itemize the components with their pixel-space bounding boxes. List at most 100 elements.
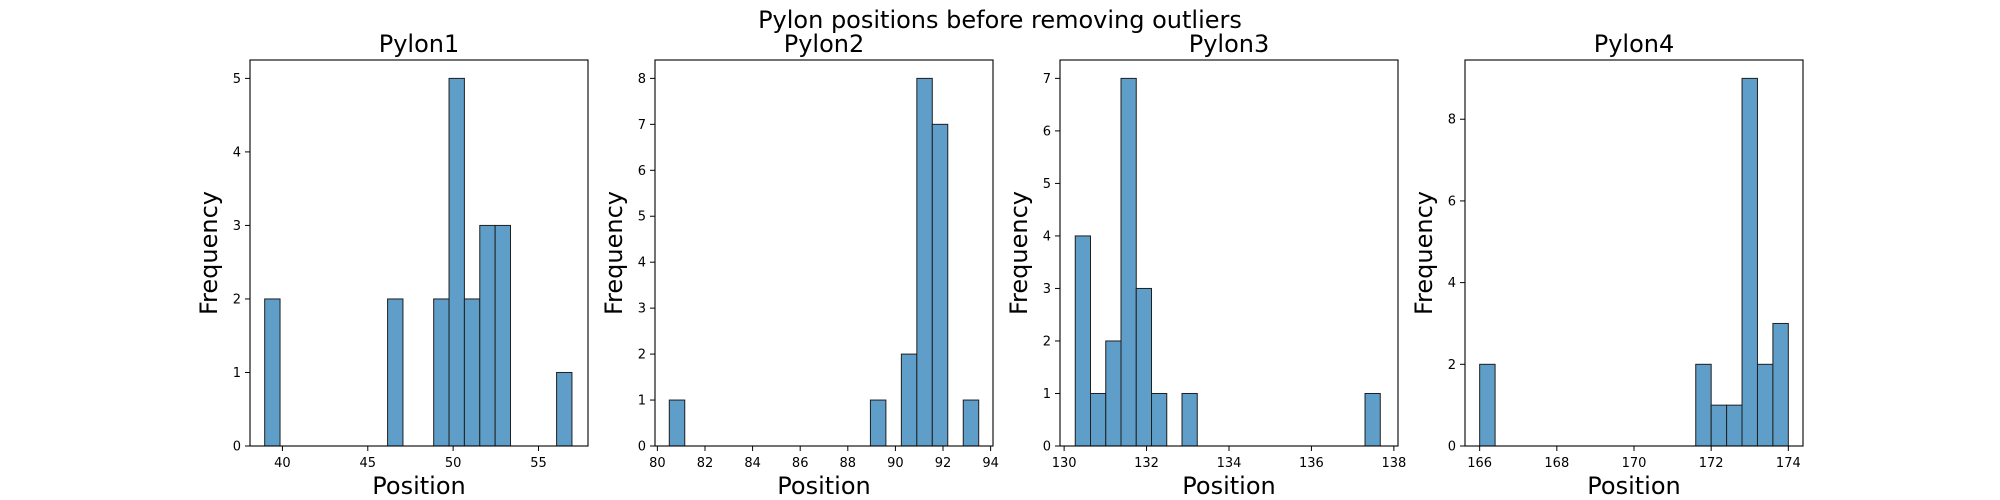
y-tick-label: 0 xyxy=(638,440,646,455)
y-axis-label: Frequency xyxy=(1410,191,1438,315)
x-tick-label: 88 xyxy=(840,456,857,471)
y-tick-label: 7 xyxy=(1043,72,1051,87)
histogram-bar xyxy=(1710,404,1728,447)
y-tick-label: 5 xyxy=(1043,177,1051,192)
histogram-bar xyxy=(1726,404,1743,447)
y-tick-label: 3 xyxy=(233,219,241,234)
y-tick-label: 4 xyxy=(1043,229,1051,244)
y-tick-label: 3 xyxy=(638,302,646,317)
y-tick-label: 4 xyxy=(1448,276,1456,291)
y-tick-label: 2 xyxy=(233,292,241,307)
x-tick-label: 90 xyxy=(887,456,904,471)
y-tick-label: 8 xyxy=(1448,113,1456,128)
x-tick-label: 45 xyxy=(360,456,377,471)
histogram-bar xyxy=(448,77,465,447)
histogram-bar xyxy=(463,298,481,447)
histogram-bar xyxy=(494,224,512,447)
histogram-bar xyxy=(1181,392,1198,447)
y-tick-label: 6 xyxy=(1448,194,1456,209)
x-tick-label: 94 xyxy=(982,456,999,471)
x-tick-label: 138 xyxy=(1381,456,1406,471)
y-axis-label: Frequency xyxy=(195,191,223,315)
x-tick-label: 55 xyxy=(530,456,547,471)
y-axis-label: Frequency xyxy=(1005,191,1033,315)
y-tick-label: 1 xyxy=(233,366,241,381)
histogram-bar xyxy=(1105,340,1122,447)
plot-frame xyxy=(249,59,589,447)
histogram-bar xyxy=(931,123,949,447)
panel-title: Pylon4 xyxy=(1594,30,1675,58)
y-tick-label: 0 xyxy=(1043,440,1051,455)
histogram-bar xyxy=(668,399,686,447)
panel-title: Pylon2 xyxy=(784,30,865,58)
histogram-bar xyxy=(1151,392,1168,447)
y-axis-label: Frequency xyxy=(600,191,628,315)
y-tick-label: 4 xyxy=(233,145,241,160)
plot-frame xyxy=(654,59,994,447)
histogram-bar xyxy=(1756,363,1774,447)
histogram-bar xyxy=(1772,322,1789,447)
y-tick-label: 1 xyxy=(638,394,646,409)
histogram-bar xyxy=(1135,287,1153,447)
y-tick-label: 7 xyxy=(638,118,646,133)
histogram-bar xyxy=(556,371,573,447)
panel-4: 166 168 170 172 174 0 2 4 6 8 Pylon4 Position Freque… xyxy=(1410,30,1804,500)
histogram-bar xyxy=(264,298,281,447)
histogram-bar xyxy=(1090,392,1107,447)
histogram-bar xyxy=(1695,363,1712,447)
histogram-bar xyxy=(387,298,404,447)
histogram-bar xyxy=(1120,77,1137,447)
x-tick-label: 132 xyxy=(1134,456,1159,471)
x-tick-label: 166 xyxy=(1467,456,1492,471)
figure-title: Pylon positions before removing outliers xyxy=(758,6,1242,34)
histogram-bar xyxy=(900,353,918,447)
y-tick-label: 2 xyxy=(1448,358,1456,373)
histogram-bar xyxy=(433,298,450,447)
histogram-bar xyxy=(1479,363,1496,447)
x-tick-label: 82 xyxy=(697,456,714,471)
y-tick-label: 1 xyxy=(1043,387,1051,402)
x-tick-label: 50 xyxy=(445,456,462,471)
x-tick-label: 92 xyxy=(935,456,952,471)
y-tick-label: 2 xyxy=(1043,334,1051,349)
panel-title: Pylon1 xyxy=(379,30,460,58)
histogram-bar xyxy=(962,399,980,447)
y-tick-label: 4 xyxy=(638,256,646,271)
x-axis-label: Position xyxy=(777,472,870,500)
panel-3: 130 132 134 136 138 0 1 2 3 4 5 6 7 Pylon3 Position Fre… xyxy=(1005,30,1406,500)
y-tick-label: 2 xyxy=(638,348,646,363)
y-tick-label: 8 xyxy=(638,72,646,87)
histogram-bar xyxy=(1741,77,1758,447)
x-tick-label: 84 xyxy=(744,456,761,471)
x-axis-label: Position xyxy=(1587,472,1680,500)
y-tick-label: 5 xyxy=(638,210,646,225)
x-tick-label: 136 xyxy=(1299,456,1324,471)
panel-2: 80 82 84 86 88 90 92 94 0 1 2 3 4 5 6 7 8 Pylon2 Position F… xyxy=(600,30,999,500)
histogram-bar xyxy=(916,77,933,447)
x-tick-label: 168 xyxy=(1544,456,1569,471)
x-tick-label: 130 xyxy=(1052,456,1077,471)
y-tick-label: 5 xyxy=(233,72,241,87)
panel-title: Pylon3 xyxy=(1189,30,1270,58)
y-tick-label: 6 xyxy=(638,164,646,179)
x-tick-label: 80 xyxy=(649,456,666,471)
histogram-bar xyxy=(1364,392,1381,447)
histogram-bar xyxy=(479,224,496,447)
y-tick-label: 3 xyxy=(1043,282,1051,297)
x-tick-label: 170 xyxy=(1622,456,1647,471)
histogram-bar xyxy=(1074,235,1091,447)
x-tick-label: 174 xyxy=(1776,456,1801,471)
x-axis-label: Position xyxy=(372,472,465,500)
x-tick-label: 134 xyxy=(1217,456,1242,471)
y-tick-label: 0 xyxy=(1448,440,1456,455)
x-axis-label: Position xyxy=(1182,472,1275,500)
x-tick-label: 40 xyxy=(274,456,291,471)
histogram-bar xyxy=(869,399,887,447)
x-tick-label: 172 xyxy=(1699,456,1724,471)
x-tick-label: 86 xyxy=(792,456,809,471)
y-tick-label: 6 xyxy=(1043,124,1051,139)
